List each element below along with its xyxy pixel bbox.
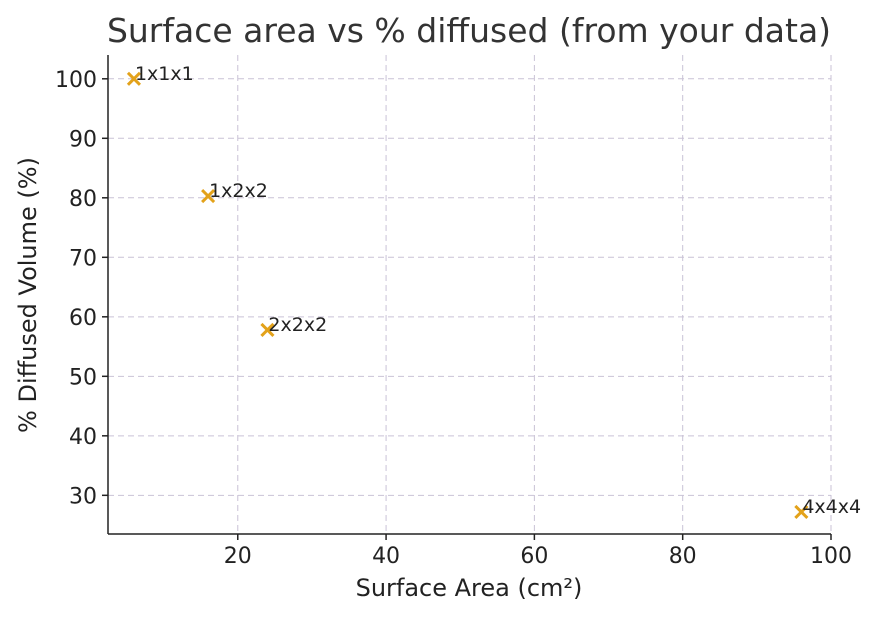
data-points: 1x1x1 1x2x2 2x2x2 4x4x4 xyxy=(126,63,861,520)
point-label: 2x2x2 xyxy=(268,314,327,336)
point-label: 1x2x2 xyxy=(209,180,268,202)
ticks: 20 40 60 80 100 30 40 50 60 70 80 90 100 xyxy=(55,68,852,569)
x-tick-label: 20 xyxy=(224,544,252,569)
y-tick-label: 90 xyxy=(69,127,97,152)
axes xyxy=(107,55,831,535)
data-point: 4x4x4 xyxy=(794,496,861,520)
point-marker-stroke xyxy=(201,188,216,204)
point-marker-stroke xyxy=(126,71,142,86)
point-marker-stroke xyxy=(794,504,809,520)
x-axis-label: Surface Area (cm²) xyxy=(356,574,583,602)
x-tick-label: 40 xyxy=(372,544,400,569)
y-tick-label: 70 xyxy=(69,246,97,271)
y-tick-label: 80 xyxy=(69,187,97,212)
chart-title: Surface area vs % diffused (from your da… xyxy=(107,11,831,50)
x-tick-label: 100 xyxy=(810,544,852,569)
data-point: 1x2x2 xyxy=(201,180,268,204)
data-point: 1x1x1 xyxy=(126,63,194,86)
grid xyxy=(108,55,832,534)
data-point: 2x2x2 xyxy=(260,314,327,337)
y-axis-label: % Diffused Volume (%) xyxy=(14,157,42,433)
y-tick-label: 100 xyxy=(55,68,97,93)
x-tick-label: 60 xyxy=(520,544,548,569)
x-tick-label: 80 xyxy=(669,544,697,569)
point-marker-stroke xyxy=(260,322,275,337)
y-tick-label: 30 xyxy=(69,484,97,509)
point-label: 1x1x1 xyxy=(135,63,194,85)
y-tick-label: 40 xyxy=(69,425,97,450)
point-label: 4x4x4 xyxy=(802,496,861,518)
y-tick-label: 50 xyxy=(69,365,97,390)
y-tick-label: 60 xyxy=(69,306,97,331)
